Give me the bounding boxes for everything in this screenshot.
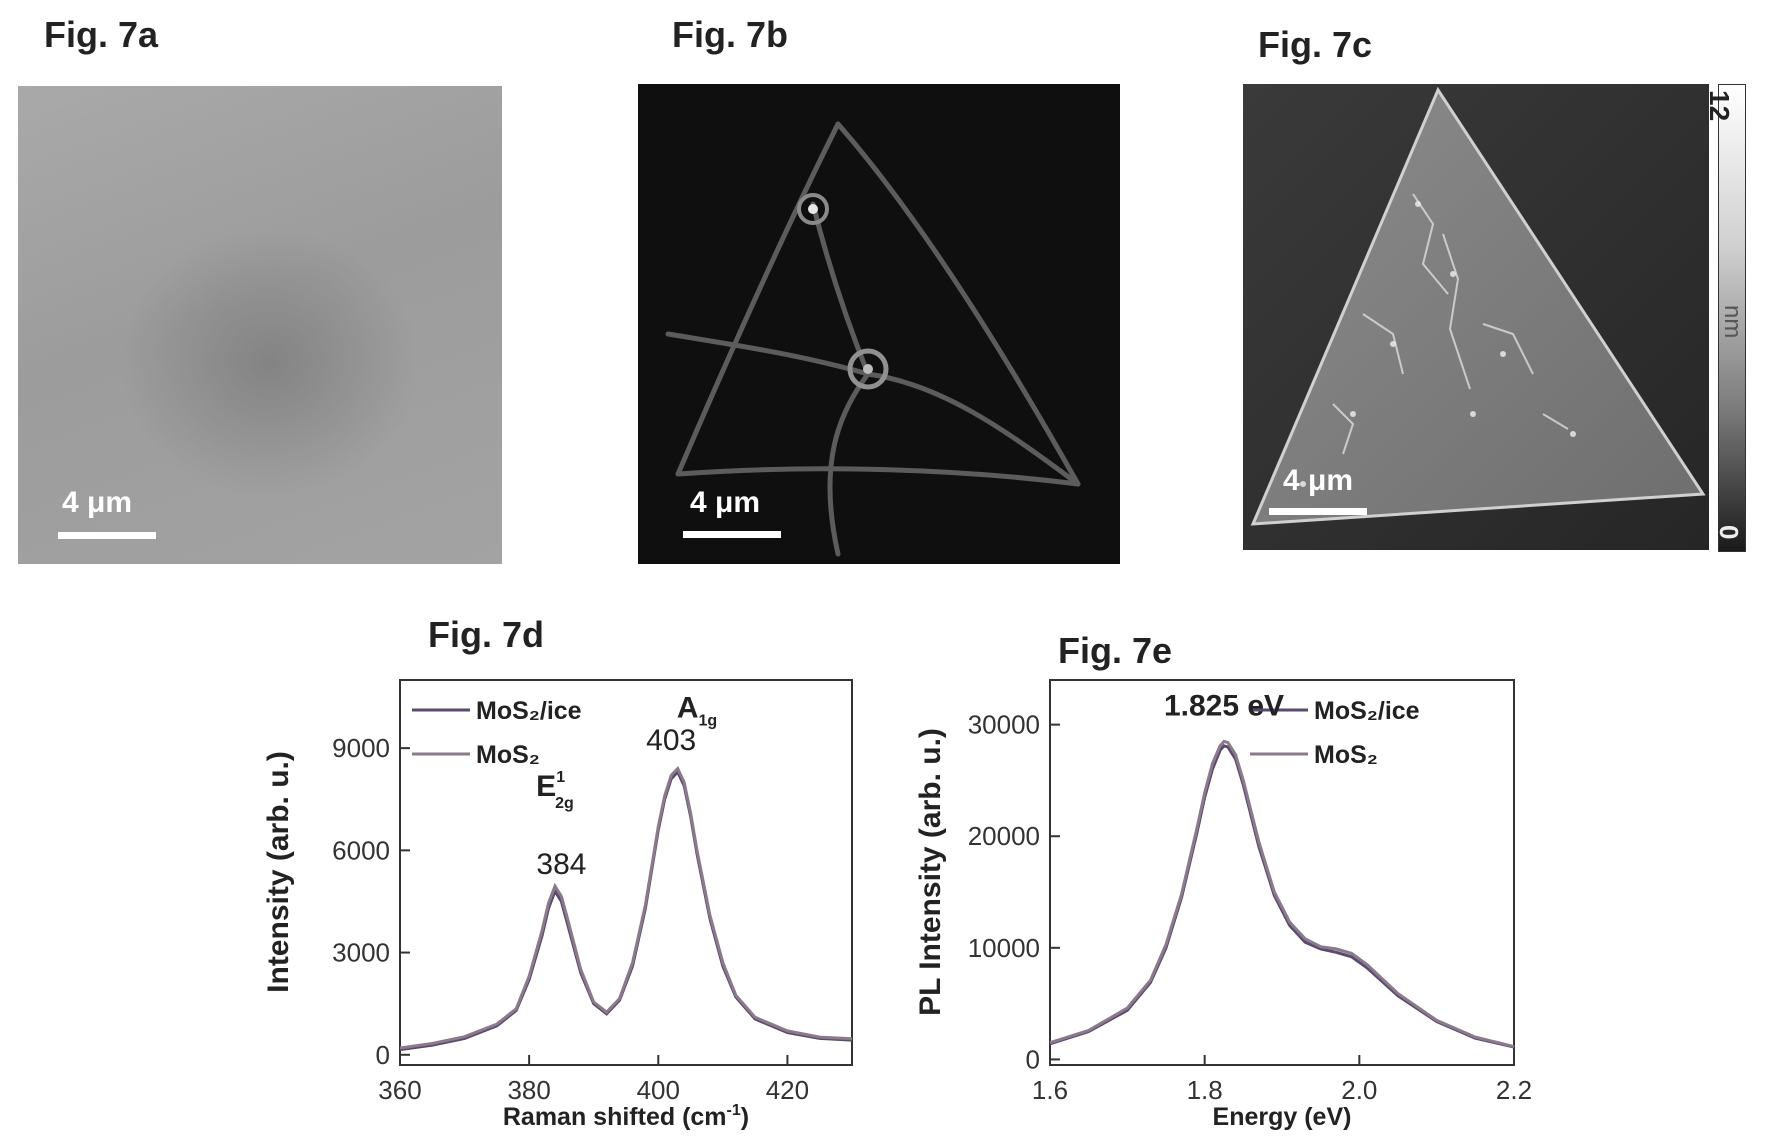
y-tick-label: 6000: [332, 835, 390, 865]
fig-7a-scale-label: 4 μm: [62, 486, 133, 519]
x-tick-label: 1.8: [1187, 1075, 1223, 1105]
x-tick-label: 400: [637, 1075, 680, 1105]
fig-7b-scale-bar: [683, 531, 781, 538]
fig-7c-label: Fig. 7c: [1258, 24, 1373, 65]
fig-7d-x-axis-label: Raman shifted (cm-1): [503, 1102, 749, 1130]
fig-7a-label: Fig. 7a: [44, 14, 159, 55]
y-tick-label: 30000: [968, 710, 1040, 740]
fig-7c-flake: [1250, 86, 1706, 526]
fig-7c-scale-label: 4 μm: [1283, 464, 1354, 497]
fig-7e-y-axis-label: PL Intensity (arb. u.): [914, 728, 947, 1016]
x-tick-label: 360: [378, 1075, 421, 1105]
plot-frame: [399, 679, 853, 1066]
y-tick-label: 0: [376, 1040, 390, 1070]
y-tick-label: 3000: [332, 938, 390, 968]
fig-7b-scale-label: 4 μm: [690, 486, 761, 519]
series-line-mos2: [399, 765, 853, 1050]
data-annotation: 384: [536, 848, 586, 881]
x-tick-label: 380: [507, 1075, 550, 1105]
fig-7b-edge-pattern: [665, 121, 1081, 557]
fig-7e-x-axis-label: Energy (eV): [1213, 1103, 1352, 1130]
legend-entry: MoS₂: [1314, 741, 1378, 769]
x-tick-label: 2.2: [1496, 1075, 1532, 1105]
colorbar-max-label: 12: [1704, 90, 1735, 122]
x-tick-label: 1.6: [1032, 1075, 1068, 1105]
fig-7c-afm-image: 4 μm: [1243, 84, 1709, 550]
colorbar-min-label: 0: [1714, 525, 1744, 540]
data-annotation: 403: [646, 724, 696, 757]
y-tick-label: 9000: [332, 733, 390, 763]
y-tick-label: 10000: [968, 933, 1040, 963]
legend-entry: MoS₂: [476, 741, 540, 769]
fig-7d-raman-chart: 360 380 400 420 0 3000 6000 9000 MoS₂/ice MoS₂ 3…: [262, 679, 853, 1130]
fig-7d-label: Fig. 7d: [428, 614, 544, 655]
fig-7c-scale-bar: [1269, 508, 1367, 515]
fig-7e-pl-chart: 1.6 1.8 2.0 2.2 0 10000 20000 30000 MoS₂/ice MoS…: [914, 679, 1532, 1130]
legend-entry: MoS₂/ice: [476, 697, 582, 725]
fig-7c-colorbar: [1718, 84, 1746, 552]
y-tick-label: 20000: [968, 821, 1040, 851]
fig-7d-y-axis-label: Intensity (arb. u.): [262, 751, 295, 993]
fig-7e-label: Fig. 7e: [1058, 630, 1173, 671]
fig-7b-label: Fig. 7b: [672, 14, 788, 55]
data-annotation: A1g: [677, 691, 717, 729]
series-line-mos2-ice: [1049, 744, 1515, 1049]
series-line-mos2-ice: [399, 769, 853, 1052]
plot-frame: [1049, 679, 1515, 1066]
colorbar-unit-label: nm: [1719, 305, 1746, 339]
x-tick-label: 420: [766, 1075, 809, 1105]
data-annotation: 1.825 eV: [1164, 690, 1284, 723]
data-annotation: E1 2g: [536, 769, 574, 812]
fig-7b-fluorescence-image: 4 μm: [638, 84, 1120, 564]
x-tick-label: 2.0: [1341, 1075, 1377, 1105]
y-tick-label: 0: [1026, 1044, 1040, 1074]
legend-entry: MoS₂/ice: [1314, 697, 1420, 725]
series-line-mos2: [1049, 739, 1515, 1049]
fig-7a-optical-image: 4 μm: [18, 86, 502, 564]
fig-7a-scale-bar: [58, 532, 156, 539]
